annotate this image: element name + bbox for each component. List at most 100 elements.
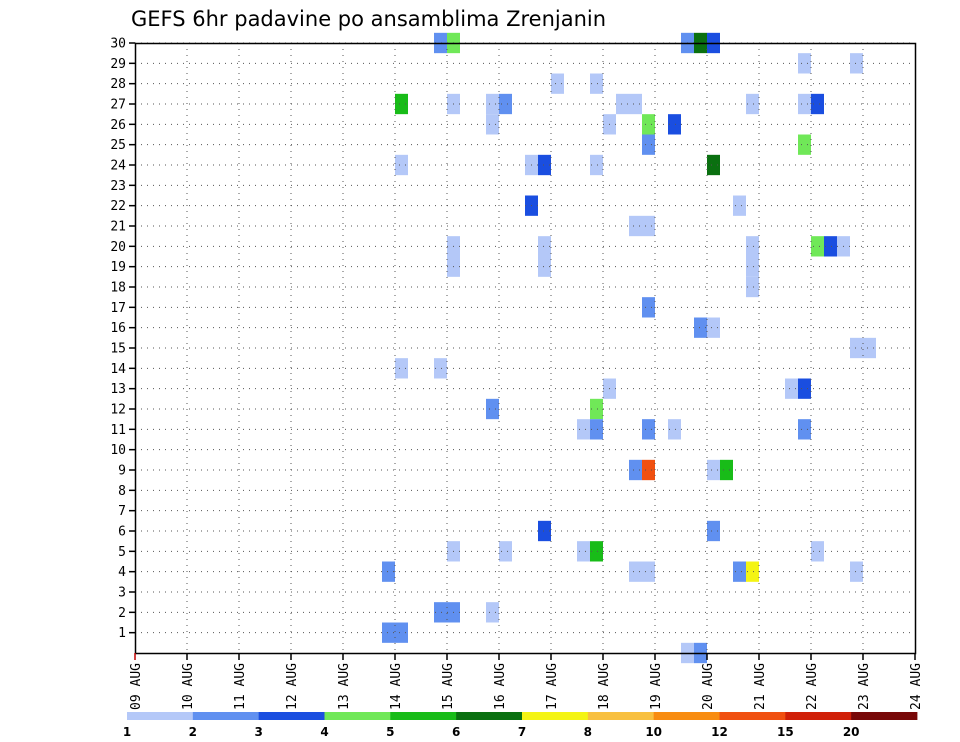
- precip-cell: [746, 276, 759, 298]
- precip-cell: [798, 378, 811, 399]
- y-tick-label: 26: [110, 118, 126, 133]
- y-tick-label: 14: [110, 362, 126, 377]
- precip-cell: [642, 215, 655, 237]
- x-tick-label: 24 AUG: [909, 663, 924, 710]
- precip-cell: [642, 419, 655, 440]
- precip-cell: [577, 419, 590, 440]
- x-tick-label: 12 AUG: [285, 663, 300, 710]
- precip-cell: [798, 93, 811, 115]
- y-tick-label: 7: [118, 504, 126, 519]
- precip-cell: [538, 520, 551, 542]
- precip-cell: [746, 561, 759, 582]
- y-tick-label: 10: [110, 443, 126, 458]
- precip-cell: [694, 317, 707, 338]
- colorbar-label: 7: [518, 725, 526, 739]
- x-tick-label: 23 AUG: [857, 663, 872, 710]
- precip-cell: [486, 398, 499, 420]
- y-tick-label: 8: [118, 484, 126, 499]
- precip-cell: [590, 73, 603, 94]
- colorbar-swatch: [785, 712, 852, 720]
- x-tick-label: 17 AUG: [545, 663, 560, 710]
- precip-cell: [707, 317, 720, 338]
- colorbar-swatch: [258, 712, 325, 720]
- precip-cell: [811, 541, 824, 562]
- precip-cell: [850, 53, 863, 74]
- y-tick-label: 25: [110, 138, 126, 153]
- colorbar-swatch: [653, 712, 720, 720]
- colorbar-swatch: [719, 712, 786, 720]
- colorbar-label: 4: [320, 725, 328, 739]
- precip-cell: [863, 337, 876, 359]
- x-axis: 09 AUG 10 AUG 11 AUG 12 AUG 13 AUG 14 AUG 15 A…: [129, 653, 924, 710]
- colorbar: 1 2 3 4 5 6 7 8 10 12 15 20: [123, 712, 918, 739]
- precip-cell: [798, 53, 811, 74]
- precip-cell: [434, 358, 447, 379]
- precip-cell: [538, 154, 551, 176]
- precip-cell: [590, 541, 603, 562]
- colorbar-label: 6: [452, 725, 460, 739]
- precip-cell: [720, 459, 733, 481]
- y-tick-label: 4: [118, 565, 126, 580]
- precip-cell: [395, 358, 408, 379]
- y-tick-label: 3: [118, 586, 126, 601]
- colorbar-swatch: [127, 712, 194, 720]
- colorbar-swatch: [522, 712, 589, 720]
- x-tick-label: 18 AUG: [597, 663, 612, 710]
- precip-cell: [629, 215, 642, 237]
- precip-cell: [707, 459, 720, 481]
- y-tick-label: 22: [110, 199, 126, 214]
- y-tick-label: 1: [118, 626, 126, 641]
- precip-cell: [746, 93, 759, 115]
- precip-cell: [707, 154, 720, 176]
- precip-cell: [850, 561, 863, 582]
- chart-title: GEFS 6hr padavine po ansamblima Zrenjani…: [131, 7, 606, 31]
- precip-cell: [395, 154, 408, 176]
- y-tick-label: 13: [110, 382, 126, 397]
- precip-cell: [395, 622, 408, 643]
- colorbar-label: 5: [386, 725, 394, 739]
- precip-cell: [382, 622, 395, 643]
- y-tick-label: 15: [110, 342, 126, 357]
- y-tick-label: 23: [110, 179, 126, 194]
- precip-cell: [629, 93, 642, 115]
- colorbar-swatch: [390, 712, 457, 720]
- precip-cell: [746, 236, 759, 257]
- y-tick-label: 27: [110, 98, 126, 113]
- y-tick-label: 20: [110, 240, 126, 255]
- y-tick-label: 12: [110, 403, 126, 418]
- colorbar-label: 8: [584, 725, 592, 739]
- y-tick-label: 30: [110, 37, 126, 52]
- y-tick-label: 17: [110, 301, 126, 316]
- precip-cell: [642, 114, 655, 135]
- y-tick-label: 19: [110, 260, 126, 275]
- x-tick-label: 21 AUG: [753, 663, 768, 710]
- precip-cell: [811, 93, 824, 115]
- y-tick-label: 6: [118, 525, 126, 540]
- precip-cell: [642, 561, 655, 582]
- precip-cell: [642, 134, 655, 155]
- colorbar-swatch: [324, 712, 391, 720]
- colorbar-label: 1: [123, 725, 131, 739]
- precip-cell: [395, 93, 408, 115]
- x-tick-label: 15 AUG: [441, 663, 456, 710]
- colorbar-swatch: [456, 712, 523, 720]
- colorbar-label: 3: [254, 725, 262, 739]
- colorbar-label: 20: [843, 725, 860, 739]
- precip-cell: [629, 561, 642, 582]
- colorbar-swatch: [851, 712, 918, 720]
- colorbar-label: 12: [711, 725, 728, 739]
- precip-cell: [733, 195, 746, 216]
- x-tick-label: 22 AUG: [805, 663, 820, 710]
- precip-cell: [629, 459, 642, 481]
- precip-cell: [824, 236, 837, 257]
- cells-layer: [382, 32, 876, 664]
- precip-cell: [668, 114, 681, 135]
- precip-cell: [590, 154, 603, 176]
- precip-cell: [811, 236, 824, 257]
- precip-cell: [382, 561, 395, 582]
- y-tick-label: 29: [110, 57, 126, 72]
- precip-cell: [616, 93, 629, 115]
- x-tick-label: 16 AUG: [493, 663, 508, 710]
- y-tick-label: 28: [110, 77, 126, 92]
